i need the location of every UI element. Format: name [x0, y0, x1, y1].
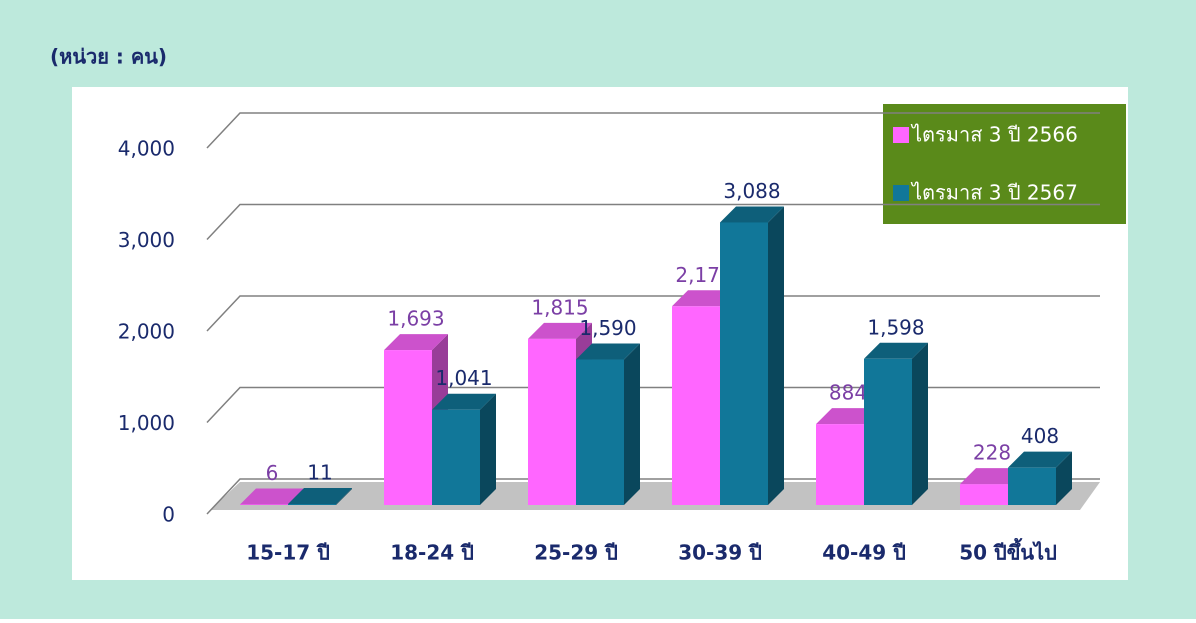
x-tick-label: 25-29 ปี — [534, 541, 618, 565]
data-label: 228 — [973, 441, 1011, 465]
bar — [816, 424, 864, 505]
bar — [864, 358, 912, 505]
bar-top — [528, 322, 592, 339]
bar — [528, 338, 576, 505]
grid-line — [206, 386, 1100, 424]
x-tick-label: 15-17 ปี — [246, 541, 330, 565]
x-tick-label: 50 ปีขึ้นไป — [959, 538, 1057, 565]
data-label: 6 — [266, 461, 279, 485]
bar-top — [432, 393, 496, 410]
bar-side — [768, 206, 784, 505]
bar — [960, 484, 1008, 505]
bar-top — [288, 487, 352, 504]
data-label: 1,590 — [579, 316, 636, 340]
legend-swatch — [893, 185, 909, 201]
data-label: 1,041 — [435, 366, 492, 390]
bar-top — [1008, 451, 1072, 468]
x-tick-label: 18-24 ปี — [390, 541, 474, 565]
bar-side — [480, 393, 496, 505]
bar — [720, 222, 768, 505]
data-label: 408 — [1021, 424, 1059, 448]
data-label: 1,598 — [867, 315, 924, 339]
data-label: 11 — [307, 460, 332, 484]
legend-label: ไตรมาส 3 ปี 2566 — [910, 123, 1078, 147]
data-label: 3,088 — [723, 179, 780, 203]
bar-top — [720, 206, 784, 223]
bar-side — [624, 343, 640, 505]
bar-top — [240, 488, 304, 505]
y-tick-label: 2,000 — [118, 320, 175, 344]
bar — [432, 409, 480, 505]
unit-label: (หน่วย : คน) — [50, 45, 167, 69]
grid-line — [206, 295, 1100, 332]
bar — [240, 504, 288, 505]
bar — [576, 359, 624, 505]
x-tick-label: 40-49 ปี — [822, 541, 906, 565]
bar — [288, 503, 336, 505]
grid-line — [206, 112, 1100, 149]
y-tick-label: 3,000 — [118, 228, 175, 252]
y-tick-label: 1,000 — [118, 411, 175, 435]
data-label: 1,693 — [387, 307, 444, 331]
legend-swatch — [893, 127, 909, 143]
data-label: 1,815 — [531, 295, 588, 319]
bar-side — [912, 342, 928, 505]
bar-top — [576, 343, 640, 360]
bar-side — [1056, 451, 1072, 505]
bar — [1008, 467, 1056, 505]
bar-side — [336, 487, 352, 505]
bar — [672, 306, 720, 505]
y-tick-label: 4,000 — [118, 137, 175, 161]
bar-top — [384, 334, 448, 351]
data-label: 884 — [829, 381, 867, 405]
y-tick-label: 0 — [162, 503, 175, 527]
legend-label: ไตรมาส 3 ปี 2567 — [910, 181, 1078, 205]
bar — [384, 350, 432, 505]
grid-line — [206, 478, 1100, 515]
bar-top — [864, 342, 928, 359]
grid-line — [206, 203, 1100, 241]
x-tick-label: 30-39 ปี — [678, 541, 762, 565]
